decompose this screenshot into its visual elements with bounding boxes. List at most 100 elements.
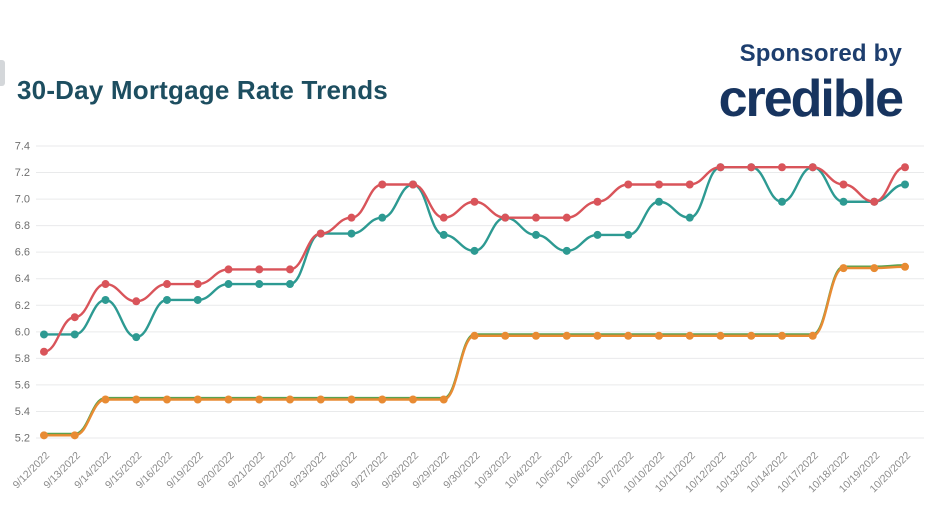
series-red-point: [409, 180, 417, 189]
series-orange-point: [316, 395, 325, 404]
series-red-point: [316, 229, 325, 238]
series-teal-point: [593, 230, 602, 239]
series-teal-point: [562, 246, 571, 255]
series-orange-point: [409, 395, 417, 404]
y-axis-tick-label: 6.4: [15, 273, 30, 285]
series-teal-point: [132, 333, 141, 342]
series-red-point: [40, 347, 48, 356]
series-red-point: [778, 163, 786, 172]
series-red-point: [193, 280, 202, 289]
series-red-point: [808, 163, 817, 172]
series-red-point: [593, 197, 602, 206]
series-teal-point: [40, 330, 48, 339]
series-teal-point: [839, 197, 848, 206]
series-teal-point: [347, 229, 356, 238]
series-teal-point: [778, 197, 786, 206]
series-teal-point: [224, 280, 233, 289]
y-axis-tick-label: 6.8: [15, 220, 30, 232]
series-red-point: [163, 280, 171, 289]
series-teal-point: [470, 246, 479, 255]
series-red-point: [870, 197, 879, 206]
y-axis-tick-label: 7.4: [15, 141, 30, 153]
series-orange-point: [132, 395, 141, 404]
page-title: 30-Day Mortgage Rate Trends: [17, 75, 388, 106]
series-red-point: [532, 213, 540, 222]
y-axis-tick-label: 7.2: [15, 167, 30, 179]
series-red-point: [70, 313, 79, 322]
series-orange-point: [808, 331, 817, 340]
series-orange-point: [163, 395, 171, 404]
series-red-point: [901, 163, 909, 172]
series-orange-point: [562, 331, 571, 340]
y-axis-tick-label: 5.2: [15, 433, 30, 445]
series-teal-point: [101, 295, 110, 304]
series-orange-point: [286, 395, 294, 404]
series-orange-point: [778, 331, 786, 340]
series-orange-point: [193, 395, 202, 404]
series-orange-point: [40, 431, 48, 440]
series-red-point: [562, 213, 571, 222]
series-red-point: [839, 180, 848, 189]
series-red-point: [132, 297, 141, 306]
y-axis-tick-label: 6.2: [15, 300, 30, 312]
series-orange-point: [255, 395, 264, 404]
series-red-point: [624, 180, 633, 189]
series-orange-point: [716, 331, 725, 340]
credible-logo: credible: [718, 70, 904, 128]
series-red-point: [347, 213, 356, 222]
series-orange-point: [839, 264, 848, 273]
series-teal-point: [255, 280, 264, 289]
series-red-point: [439, 213, 448, 222]
series-orange-point: [347, 395, 356, 404]
series-orange-point: [655, 331, 663, 340]
series-orange-point: [624, 331, 633, 340]
series-teal-point: [378, 213, 387, 222]
series-orange-point: [439, 395, 448, 404]
series-red-point: [286, 265, 294, 274]
series-red-point: [747, 163, 756, 172]
series-red-point: [255, 265, 264, 274]
y-axis-tick-label: 5.4: [15, 406, 30, 418]
series-orange-point: [224, 395, 233, 404]
series-teal-point: [685, 213, 694, 222]
series-orange-point: [532, 331, 540, 340]
series-teal-point: [624, 230, 633, 239]
sponsor-block: Sponsored by credible: [718, 40, 904, 128]
y-axis-tick-label: 6.6: [15, 247, 30, 259]
series-red-point: [501, 213, 510, 222]
series-orange-point: [870, 264, 879, 273]
series-teal-point: [70, 330, 79, 339]
series-teal-point: [532, 230, 540, 239]
series-red-point: [378, 180, 387, 189]
sponsored-by-label: Sponsored by: [739, 40, 902, 67]
y-axis-tick-label: 5.8: [15, 353, 30, 365]
series-orange-point: [378, 395, 387, 404]
series-orange-point: [70, 431, 79, 440]
series-orange-point: [501, 331, 510, 340]
series-teal-point: [163, 295, 171, 304]
series-red-point: [685, 180, 694, 189]
series-teal-point: [286, 280, 294, 289]
series-red-point: [716, 163, 725, 172]
series-orange-point: [747, 331, 756, 340]
series-teal-point: [901, 180, 909, 189]
series-teal-point: [439, 230, 448, 239]
series-teal-point: [193, 295, 202, 304]
series-red-point: [224, 265, 233, 274]
cropped-edge-artifact: [0, 60, 5, 86]
series-red-point: [655, 180, 663, 189]
series-teal-point: [655, 197, 663, 206]
series-green-underlay-line: [42, 264, 907, 436]
series-red-point: [470, 197, 479, 206]
series-orange-point: [101, 395, 110, 404]
y-axis-tick-label: 5.6: [15, 379, 30, 391]
series-orange-point: [593, 331, 602, 340]
series-orange-point: [901, 262, 909, 271]
series-red-line: [42, 166, 907, 353]
series-orange-point: [685, 331, 694, 340]
series-red-point: [101, 280, 110, 289]
series-orange-line: [42, 265, 907, 437]
y-axis-tick-label: 7.0: [15, 194, 30, 206]
series-orange-point: [470, 331, 479, 340]
